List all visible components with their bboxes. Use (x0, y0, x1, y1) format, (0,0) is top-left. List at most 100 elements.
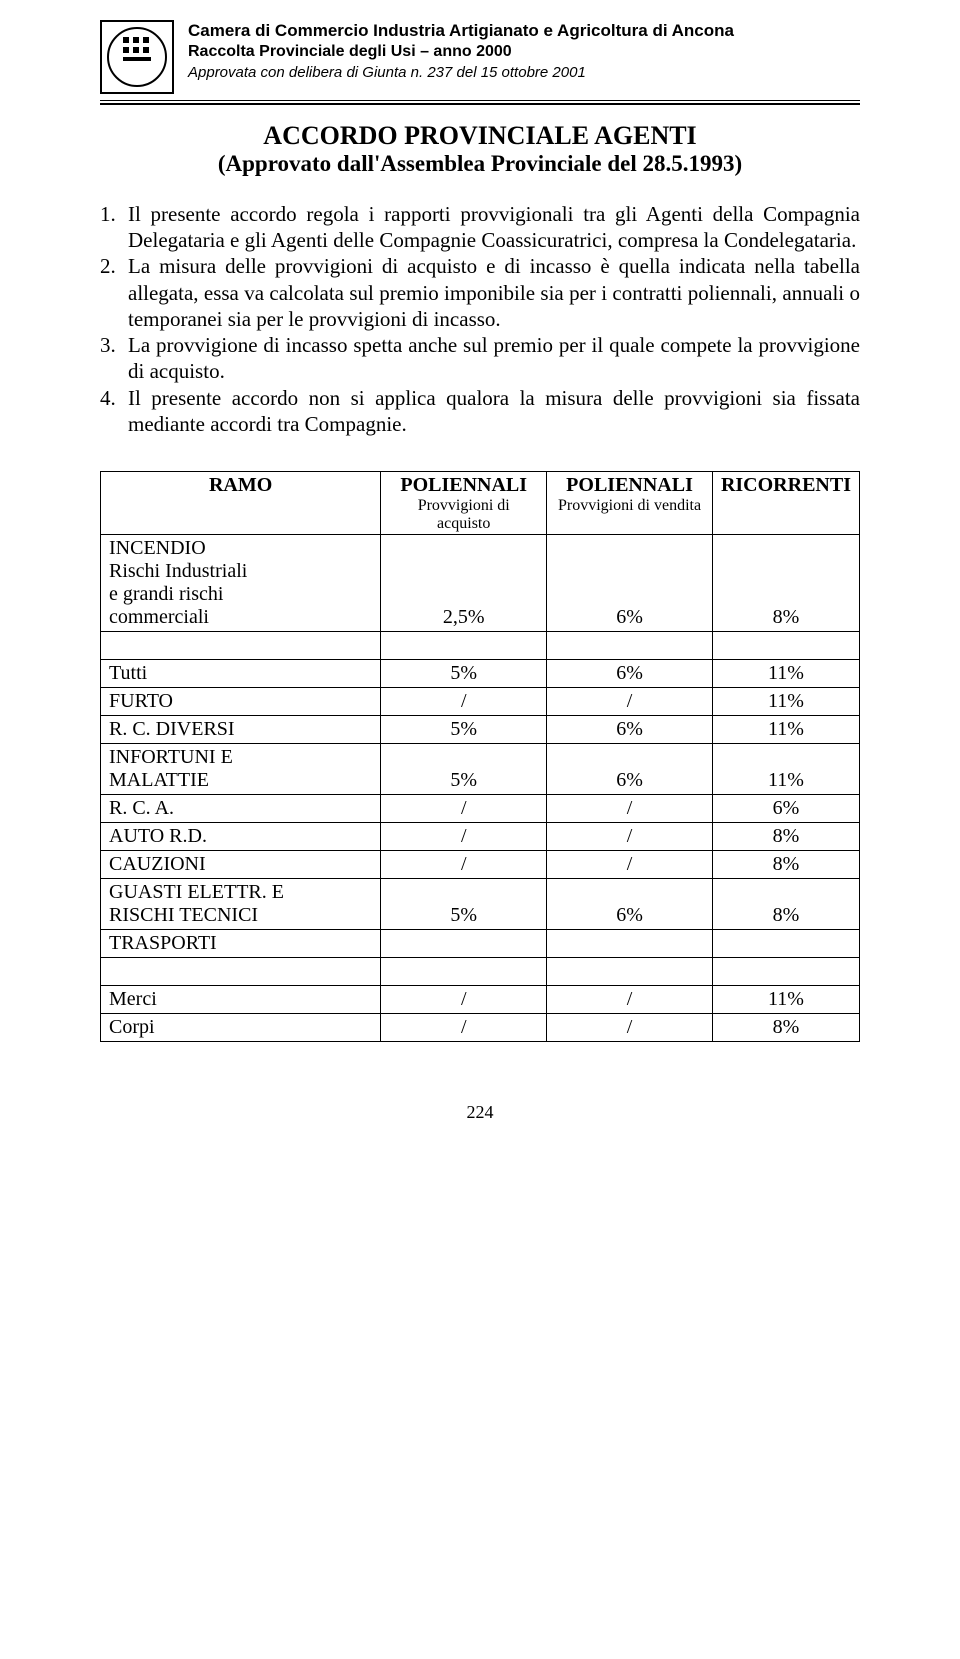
cell-acquisto: / (381, 688, 547, 716)
cell-ricorrenti: 6% (712, 795, 859, 823)
table-row: INCENDIO Rischi Industriali e grandi ris… (101, 535, 860, 632)
spacer-cell (381, 958, 547, 986)
table-row: AUTO R.D.//8% (101, 823, 860, 851)
header-rule-thin (100, 100, 860, 101)
cell-ramo: Tutti (101, 660, 381, 688)
table-row: CAUZIONI//8% (101, 851, 860, 879)
header-line-2: Raccolta Provinciale degli Usi – anno 20… (188, 42, 734, 63)
col-ricorrenti: RICORRENTI (712, 472, 859, 535)
spacer-cell (712, 632, 859, 660)
list-item-number: 2. (100, 253, 128, 332)
table-row: Merci//11% (101, 986, 860, 1014)
list-item-text: Il presente accordo non si applica qualo… (128, 385, 860, 438)
table-row: R. C. DIVERSI5%6%11% (101, 716, 860, 744)
cell-ramo: INFORTUNI E MALATTIE (101, 744, 381, 795)
list-item-text: La misura delle provvigioni di acquisto … (128, 253, 860, 332)
cell-ricorrenti (712, 930, 859, 958)
cell-vendita: / (547, 688, 713, 716)
cell-ricorrenti: 11% (712, 688, 859, 716)
spacer-cell (101, 632, 381, 660)
cell-acquisto: 5% (381, 879, 547, 930)
col-ramo: RAMO (101, 472, 381, 535)
col-poliennali-vend-title: POLIENNALI (566, 474, 693, 496)
cell-vendita: / (547, 986, 713, 1014)
cell-acquisto: / (381, 823, 547, 851)
cell-ricorrenti: 8% (712, 851, 859, 879)
cell-ramo: INCENDIO Rischi Industriali e grandi ris… (101, 535, 381, 632)
table-spacer-row (101, 632, 860, 660)
cell-vendita: / (547, 851, 713, 879)
cell-vendita: 6% (547, 744, 713, 795)
cell-vendita (547, 930, 713, 958)
crest-icon (107, 27, 167, 87)
table-body: INCENDIO Rischi Industriali e grandi ris… (101, 535, 860, 1042)
cell-ramo: TRASPORTI (101, 930, 381, 958)
cell-acquisto: 5% (381, 716, 547, 744)
cell-acquisto: / (381, 1014, 547, 1042)
commission-table: RAMO POLIENNALI Provvigioni di acquisto … (100, 471, 860, 1042)
cell-vendita: 6% (547, 716, 713, 744)
cell-ramo: Merci (101, 986, 381, 1014)
cell-ramo: R. C. A. (101, 795, 381, 823)
cell-acquisto: 5% (381, 660, 547, 688)
table-row: Tutti5%6%11% (101, 660, 860, 688)
list-item-number: 3. (100, 332, 128, 385)
header-line-3: Approvata con delibera di Giunta n. 237 … (188, 63, 734, 83)
cell-acquisto: 2,5% (381, 535, 547, 632)
header-rule-thick (100, 103, 860, 105)
table-row: TRASPORTI (101, 930, 860, 958)
cell-ramo: CAUZIONI (101, 851, 381, 879)
cell-acquisto: 5% (381, 744, 547, 795)
table-row: GUASTI ELETTR. E RISCHI TECNICI5%6%8% (101, 879, 860, 930)
list-item: 3.La provvigione di incasso spetta anche… (100, 332, 860, 385)
table-spacer-row (101, 958, 860, 986)
cell-vendita: / (547, 1014, 713, 1042)
table-row: FURTO//11% (101, 688, 860, 716)
list-item-number: 4. (100, 385, 128, 438)
table-row: INFORTUNI E MALATTIE5%6%11% (101, 744, 860, 795)
table-row: R. C. A.//6% (101, 795, 860, 823)
list-item: 4.Il presente accordo non si applica qua… (100, 385, 860, 438)
list-item: 1.Il presente accordo regola i rapporti … (100, 201, 860, 254)
cell-ramo: R. C. DIVERSI (101, 716, 381, 744)
cell-ricorrenti: 8% (712, 879, 859, 930)
list-item-number: 1. (100, 201, 128, 254)
document-subtitle: (Approvato dall'Assemblea Provinciale de… (100, 151, 860, 177)
cell-vendita: 6% (547, 660, 713, 688)
col-poliennali-acq: POLIENNALI Provvigioni di acquisto (381, 472, 547, 535)
page-header: Camera di Commercio Industria Artigianat… (100, 20, 860, 94)
cell-acquisto: / (381, 795, 547, 823)
spacer-cell (712, 958, 859, 986)
cell-ramo: GUASTI ELETTR. E RISCHI TECNICI (101, 879, 381, 930)
col-poliennali-vend-sub: Provvigioni di vendita (555, 497, 704, 515)
cell-ricorrenti: 11% (712, 986, 859, 1014)
cell-ricorrenti: 8% (712, 823, 859, 851)
col-poliennali-vend: POLIENNALI Provvigioni di vendita (547, 472, 713, 535)
cell-ricorrenti: 11% (712, 716, 859, 744)
document-title: ACCORDO PROVINCIALE AGENTI (100, 121, 860, 151)
cell-ramo: FURTO (101, 688, 381, 716)
spacer-cell (381, 632, 547, 660)
cell-acquisto: / (381, 851, 547, 879)
cell-acquisto: / (381, 986, 547, 1014)
header-text-block: Camera di Commercio Industria Artigianat… (188, 20, 734, 82)
spacer-cell (547, 958, 713, 986)
spacer-cell (547, 632, 713, 660)
cell-ricorrenti: 11% (712, 660, 859, 688)
table-row: Corpi//8% (101, 1014, 860, 1042)
cell-vendita: 6% (547, 535, 713, 632)
cell-acquisto (381, 930, 547, 958)
list-item-text: Il presente accordo regola i rapporti pr… (128, 201, 860, 254)
cell-ramo: Corpi (101, 1014, 381, 1042)
cell-vendita: / (547, 795, 713, 823)
list-item: 2.La misura delle provvigioni di acquist… (100, 253, 860, 332)
title-block: ACCORDO PROVINCIALE AGENTI (Approvato da… (100, 121, 860, 177)
cell-vendita: 6% (547, 879, 713, 930)
cell-ramo: AUTO R.D. (101, 823, 381, 851)
page-number: 224 (100, 1102, 860, 1123)
list-item-text: La provvigione di incasso spetta anche s… (128, 332, 860, 385)
document-page: Camera di Commercio Industria Artigianat… (0, 0, 960, 1163)
logo (100, 20, 174, 94)
cell-vendita: / (547, 823, 713, 851)
col-poliennali-acq-sub: Provvigioni di acquisto (389, 497, 538, 532)
